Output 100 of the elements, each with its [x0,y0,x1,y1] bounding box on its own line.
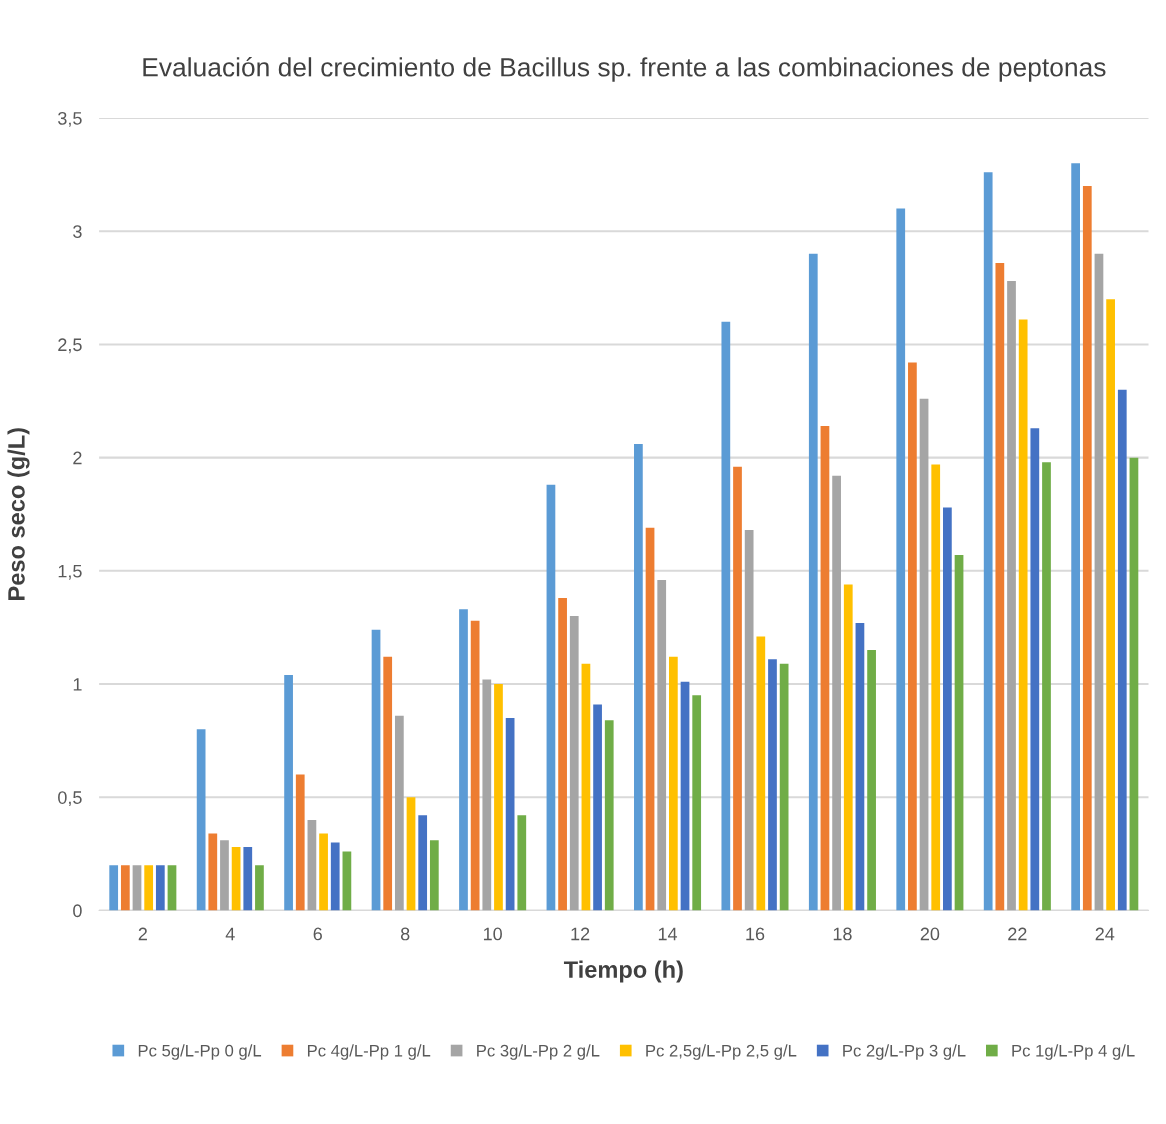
bar [843,584,853,911]
legend-label: Pc 3g/L-Pp 2 g/L [477,1044,600,1060]
bar [255,865,264,911]
x-tick-label: 6 [313,927,322,941]
x-tick-label: 18 [833,927,852,941]
bar [208,833,218,911]
bar [1094,253,1104,911]
bar [1106,299,1115,911]
bar [744,530,754,911]
bar [295,774,305,911]
bar [668,656,678,911]
bar [680,681,690,911]
bar [908,362,917,911]
bar [330,842,340,911]
bar [721,321,731,911]
bar [371,629,381,911]
bar [1042,462,1051,911]
bar [1071,163,1081,911]
bar [1129,457,1139,911]
bar [429,840,439,911]
x-tick-label: 14 [658,927,678,941]
bar [231,847,241,911]
bar [645,527,655,911]
bar [505,718,515,911]
bar [604,720,614,911]
bar [1117,389,1127,911]
bar [983,172,993,911]
y-tick-label: 2 [73,451,82,465]
bar [243,847,253,911]
x-tick-label: 22 [1008,927,1027,941]
bar [1007,281,1016,911]
y-tick-label: 0,5 [58,791,82,807]
bar [634,444,643,911]
bar [593,704,602,911]
y-axis-title: Peso seco (g/L) [7,428,30,600]
legend-label: Pc 5g/L-Pp 0 g/L [138,1044,262,1060]
bar [919,398,929,911]
bar [1018,319,1028,911]
bar [284,674,293,911]
x-tick-label: 10 [483,927,502,941]
bar [144,865,154,911]
bar [394,715,404,911]
bar [383,656,393,911]
bar [832,475,841,911]
x-tick-label: 8 [400,927,410,941]
bar [132,865,142,911]
bar [954,554,964,911]
x-tick-label: 20 [920,927,940,941]
y-tick-label: 1,5 [58,564,82,580]
bar [779,663,789,911]
bar [1030,428,1040,911]
bar [569,616,579,911]
bar [546,484,556,911]
bar [418,815,428,911]
bar [494,684,503,911]
x-tick-label: 4 [225,927,235,941]
bar [896,208,906,911]
bar [482,679,492,911]
bar [657,579,667,911]
bar [867,650,876,911]
bar [995,262,1005,911]
x-axis-title: Tiempo (h) [563,960,683,983]
bar [406,797,416,911]
bar [220,840,229,911]
bar [342,851,352,911]
bar [733,466,742,911]
bar [120,865,130,911]
bar [319,833,328,911]
bar [756,636,766,911]
bar [943,507,952,911]
bar [692,695,702,911]
bar [470,620,480,911]
x-tick-label: 24 [1095,927,1115,941]
x-tick-label: 12 [571,927,590,941]
bar [820,425,830,911]
y-tick-label: 0 [73,904,82,918]
legend-label: Pc 4g/L-Pp 1 g/L [307,1044,431,1060]
legend-label: Pc 2,5g/L-Pp 2,5 g/L [646,1044,797,1060]
bar [459,609,468,911]
legend-label: Pc 1g/L-Pp 4 g/L [1012,1044,1135,1060]
bar [196,729,206,911]
y-tick-label: 2,5 [58,338,82,354]
y-tick-label: 1 [73,678,82,691]
bar [167,865,177,911]
bar [558,598,567,911]
bar [855,622,865,911]
bar [581,663,591,911]
bar [109,865,119,911]
x-tick-label: 2 [138,927,147,941]
bar [517,815,527,911]
x-tick-label: 16 [746,927,765,941]
bar [931,464,941,911]
chart-title: Evaluación del crecimiento de Bacillus sp. frente a las combinaciones de peptonas [143,56,1106,82]
bar [768,659,777,911]
bar [808,253,818,911]
bar [307,819,317,911]
y-tick-label: 3,5 [58,111,82,127]
bar [155,865,165,911]
bar [1082,185,1092,911]
y-tick-label: 3 [73,225,82,238]
